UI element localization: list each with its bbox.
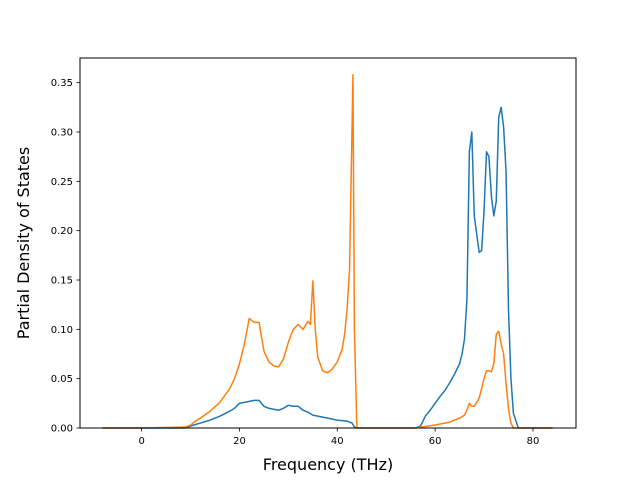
y-tick-label: 0.00 (51, 424, 73, 435)
y-tick-label: 0.25 (51, 177, 73, 188)
x-tick-label: 80 (527, 436, 540, 447)
x-axis-label: Frequency (THz) (263, 455, 393, 474)
y-ticks: 0.00 0.05 0.10 0.15 0.20 0.25 0.30 0.35 (51, 78, 80, 435)
y-tick-label: 0.05 (51, 374, 73, 385)
axes-frame (79, 57, 577, 429)
y-tick-label: 0.20 (51, 226, 73, 237)
x-ticks: 0 20 40 60 80 (138, 428, 539, 447)
x-tick-label: 60 (429, 436, 442, 447)
x-tick-label: 40 (331, 436, 344, 447)
y-axis-label: Partial Density of States (14, 147, 33, 339)
x-tick-label: 20 (233, 436, 246, 447)
x-tick-label: 0 (138, 436, 144, 447)
series-line-2 (102, 74, 553, 429)
y-tick-label: 0.35 (51, 78, 73, 89)
y-tick-label: 0.15 (51, 276, 73, 287)
y-tick-label: 0.30 (51, 128, 73, 139)
y-tick-label: 0.10 (51, 325, 73, 336)
